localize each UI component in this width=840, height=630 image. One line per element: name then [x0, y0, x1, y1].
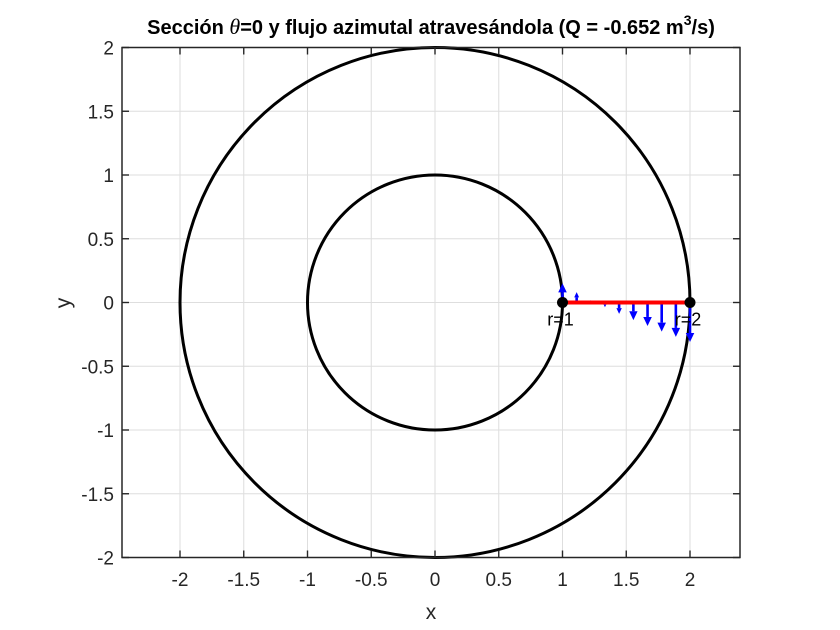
- marker-dot: [684, 297, 696, 308]
- x-tick-label: 1.5: [613, 570, 639, 591]
- quiver-arrowhead: [574, 292, 580, 298]
- x-tick-label: -0.5: [355, 570, 388, 591]
- quiver-arrowhead: [603, 304, 607, 308]
- y-tick-label: 1.5: [88, 102, 114, 123]
- y-tick-label: -1.5: [81, 485, 114, 506]
- x-tick-label: 0: [430, 570, 441, 591]
- title-text-3: /s): [691, 17, 715, 39]
- y-axis-label: y: [52, 297, 75, 309]
- y-tick-label: -2: [97, 549, 114, 570]
- y-tick-label: -1: [97, 421, 114, 442]
- x-axis-label: x: [425, 601, 437, 624]
- quiver-arrowhead: [629, 311, 638, 321]
- y-tick-label: 0.5: [88, 230, 114, 251]
- y-tick-label: 1: [103, 166, 114, 187]
- x-tick-label: -2: [172, 570, 189, 591]
- theta-symbol: θ: [229, 14, 241, 39]
- quiver-arrowhead: [643, 316, 652, 326]
- y-tick-label: 2: [103, 39, 114, 60]
- quiver-arrowhead: [671, 327, 681, 337]
- marker-dot: [557, 297, 568, 308]
- x-tick-label: 1: [557, 570, 568, 591]
- quiver-arrowhead: [685, 333, 695, 343]
- x-tick-label: 0.5: [486, 570, 512, 591]
- marker-label: r=1: [547, 310, 574, 330]
- x-tick-label: -1.5: [227, 570, 260, 591]
- plot-title: Sección θ=0 y flujo azimutal atravesándo…: [122, 12, 740, 40]
- quiver-arrowhead: [657, 322, 666, 332]
- title-superscript: 3: [683, 12, 692, 28]
- title-text-2: =0 y flujo azimutal atravesándola (Q = -…: [240, 17, 684, 39]
- y-tick-label: 0: [103, 294, 114, 315]
- x-tick-label: 2: [685, 570, 696, 591]
- marker-label: r=2: [675, 310, 702, 330]
- x-tick-label: -1: [299, 570, 316, 591]
- y-tick-label: -0.5: [81, 357, 114, 378]
- quiver-arrowhead: [616, 308, 622, 314]
- title-text-1: Sección: [147, 17, 230, 39]
- quiver-arrowhead: [558, 283, 567, 293]
